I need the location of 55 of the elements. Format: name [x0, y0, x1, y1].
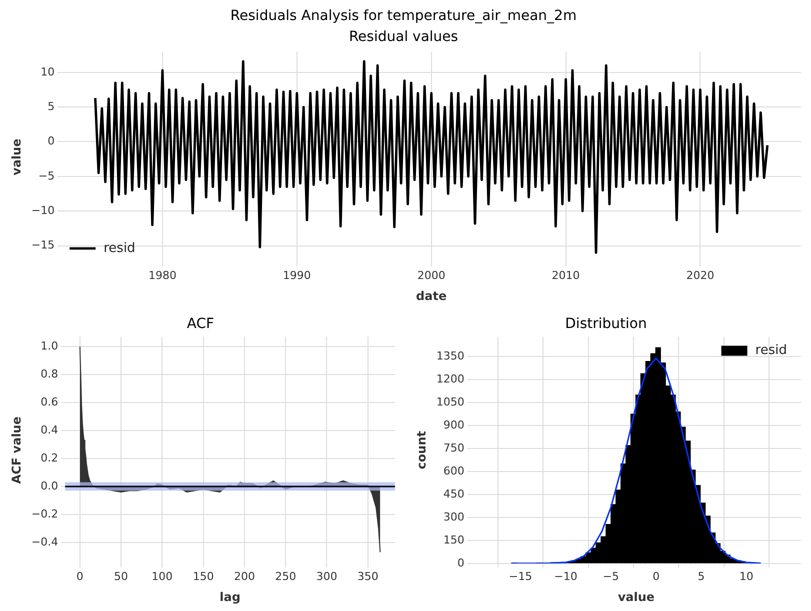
y-tick-label: 0.6: [40, 395, 58, 408]
y-axis-title: ACF value: [9, 416, 24, 484]
x-tick-label: 2010: [552, 268, 580, 282]
y-tick-label: −15: [31, 238, 55, 252]
x-tick-label: 10: [739, 570, 754, 583]
chart-title: Distribution: [565, 316, 647, 332]
x-tick-label: 300: [316, 570, 338, 583]
x-tick-label: 1980: [148, 268, 176, 282]
y-tick-label: 0: [457, 556, 464, 570]
x-tick-label: 50: [114, 570, 128, 583]
legend-label: resid: [104, 240, 136, 256]
y-axis-title: count: [414, 430, 428, 470]
x-tick-label: −5: [602, 570, 620, 583]
x-axis-title: date: [416, 288, 447, 303]
x-tick-label: 1990: [282, 268, 311, 282]
x-tick-label: 250: [275, 570, 296, 583]
x-tick-label: 100: [152, 570, 173, 583]
y-tick-label: 10: [40, 65, 55, 78]
x-tick-label: 150: [192, 570, 214, 583]
y-tick-label: 150: [443, 533, 464, 546]
chart-subtitle: Residual values: [348, 28, 458, 45]
x-tick-label: 0: [76, 570, 84, 583]
y-tick-label: 0.8: [40, 367, 58, 380]
y-tick-label: 450: [443, 487, 464, 500]
y-tick-label: 1350: [436, 350, 464, 363]
x-tick-label: 2020: [686, 268, 714, 282]
x-tick-label: 200: [234, 570, 255, 583]
chart-title: ACF: [186, 316, 214, 332]
y-tick-label: −0.2: [31, 507, 58, 520]
y-tick-label: 5: [48, 100, 55, 113]
y-tick-label: 1200: [436, 372, 464, 386]
y-axis-title: value: [9, 138, 24, 176]
x-tick-label: 350: [357, 570, 378, 583]
y-tick-label: 1.0: [40, 339, 58, 352]
x-axis-title: lag: [220, 590, 240, 604]
y-tick-label: 0.0: [40, 479, 58, 492]
y-tick-label: 750: [443, 441, 464, 454]
y-tick-label: −10: [31, 204, 55, 217]
y-tick-label: 0.4: [40, 423, 58, 436]
x-axis-title: value: [618, 590, 655, 604]
x-tick-label: 5: [698, 570, 705, 583]
x-tick-label: −15: [508, 570, 532, 583]
x-tick-label: 0: [652, 570, 660, 583]
y-tick-label: −5: [38, 169, 55, 182]
y-tick-label: 600: [443, 464, 464, 478]
legend-label: resid: [755, 343, 788, 358]
chart-title: Residuals Analysis for temperature_air_mean_2m: [230, 8, 577, 24]
y-tick-label: 1050: [436, 395, 464, 408]
y-tick-label: 300: [443, 510, 464, 524]
y-tick-label: −0.4: [31, 535, 58, 548]
y-tick-label: 0.2: [40, 451, 58, 464]
x-tick-label: 2000: [417, 268, 446, 282]
x-tick-label: −10: [554, 570, 578, 583]
y-tick-label: 0: [48, 134, 55, 148]
y-tick-label: 900: [443, 418, 464, 432]
